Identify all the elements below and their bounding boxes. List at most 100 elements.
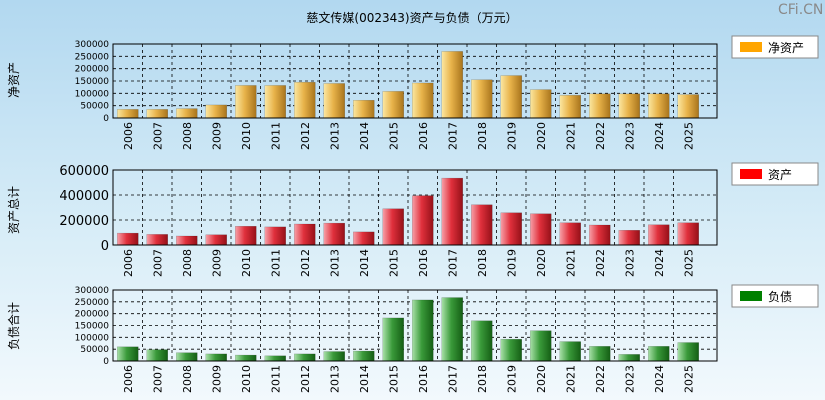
x-tick-label: 2011 (269, 249, 282, 277)
bar-2009 (205, 234, 227, 246)
total-assets-panel: 600000 400000 200000 0 2006 2007 2008 2009 2010 2… (7, 162, 819, 277)
x-tick-label: 2009 (210, 249, 223, 277)
x-tick-label: 2023 (623, 122, 636, 150)
bar-2013 (323, 83, 345, 119)
plot-frame (112, 43, 718, 119)
bar-2015 (382, 317, 404, 362)
x-tick-label: 2009 (210, 122, 223, 150)
bar-2012 (294, 81, 316, 119)
x-tick-label: 2017 (446, 122, 459, 150)
bar-2012 (294, 223, 316, 246)
x-tick-label: 2025 (682, 122, 695, 150)
bar-2015 (382, 91, 404, 119)
x-tick-label: 2021 (564, 122, 577, 150)
bar-2024 (648, 93, 670, 119)
x-tick-label: 2010 (240, 122, 253, 150)
y-axis-label: 负债合计 (6, 302, 21, 350)
x-tick-label: 2011 (269, 122, 282, 150)
bar-2008 (176, 235, 198, 246)
x-tick-label: 2018 (476, 122, 489, 150)
bar-2016 (412, 82, 434, 119)
bar-2025 (677, 342, 699, 362)
bar-2019 (500, 212, 522, 246)
legend-label: 负债 (768, 290, 792, 304)
x-tick-label: 2012 (299, 249, 312, 277)
legend-swatch (740, 169, 762, 179)
x-tick-label: 2022 (594, 249, 607, 277)
y-tick-label: 600000 (59, 164, 109, 179)
y-tick-label: 400000 (59, 189, 109, 204)
bar-2024 (648, 224, 670, 246)
y-tick-label: 200000 (75, 310, 110, 320)
x-tick-label: 2022 (594, 122, 607, 150)
bar-2017 (441, 51, 463, 119)
x-tick-label: 2007 (151, 365, 164, 393)
x-tick-label: 2023 (623, 365, 636, 393)
y-tick-label: 300000 (75, 286, 110, 296)
bar-2020 (530, 213, 552, 246)
bar-2014 (353, 350, 375, 362)
bar-2023 (618, 354, 640, 362)
x-tick-label: 2008 (181, 122, 194, 150)
x-tick-label: 2010 (240, 365, 253, 393)
x-tick-label: 2020 (535, 365, 548, 393)
legend-label: 资产 (768, 168, 792, 182)
bar-2025 (677, 94, 699, 119)
bar-2006 (117, 232, 139, 246)
plot-frame (112, 169, 718, 246)
bar-2022 (589, 93, 611, 119)
bar-2020 (530, 330, 552, 362)
x-tick-label: 2017 (446, 249, 459, 277)
x-tick-label: 2006 (122, 365, 135, 393)
x-tick-label: 2014 (358, 249, 371, 277)
legend-box (731, 162, 819, 186)
bar-2023 (618, 230, 640, 246)
y-tick-label: 150000 (75, 77, 110, 87)
bar-2009 (205, 353, 227, 362)
legend-box (731, 284, 819, 308)
x-tick-label: 2018 (476, 365, 489, 393)
x-tick-label: 2024 (653, 365, 666, 393)
x-tick-label: 2015 (387, 249, 400, 277)
y-tick-label: 50000 (80, 102, 109, 112)
bar-2017 (441, 177, 463, 246)
x-tick-label: 2025 (682, 249, 695, 277)
bar-2024 (648, 346, 670, 362)
y-tick-label: 100000 (75, 89, 110, 99)
x-tick-label: 2025 (682, 365, 695, 393)
bar-2022 (589, 224, 611, 246)
x-tick-label: 2019 (505, 249, 518, 277)
y-axis-label: 资产总计 (7, 186, 21, 234)
watermark: CFi.CN (778, 2, 823, 18)
bar-2021 (559, 95, 581, 119)
x-tick-label: 2012 (299, 122, 312, 150)
x-tick-label: 2014 (358, 122, 371, 150)
bar-2018 (471, 79, 493, 119)
bar-2011 (264, 355, 286, 362)
x-tick-label: 2006 (122, 249, 135, 277)
x-tick-label: 2009 (210, 365, 223, 393)
bar-2019 (500, 338, 522, 362)
page-title: 慈文传媒(002343)资产与负债（万元） (306, 10, 517, 25)
bar-2025 (677, 222, 699, 246)
bar-2021 (559, 222, 581, 246)
x-tick-label: 2019 (505, 122, 518, 150)
x-tick-label: 2006 (122, 122, 135, 150)
y-tick-label: 0 (103, 114, 109, 124)
bar-2018 (471, 320, 493, 362)
y-axis-label: 净资产 (7, 62, 21, 98)
x-tick-label: 2007 (151, 249, 164, 277)
bar-2021 (559, 341, 581, 362)
bar-2018 (471, 204, 493, 246)
bar-2007 (146, 349, 168, 362)
x-tick-label: 2011 (269, 365, 282, 393)
x-tick-label: 2013 (328, 365, 341, 393)
x-tick-label: 2024 (653, 122, 666, 150)
legend-swatch (740, 291, 762, 301)
bar-2008 (176, 108, 198, 119)
bar-2010 (235, 85, 257, 119)
y-tick-label: 50000 (80, 345, 109, 355)
bar-2022 (589, 346, 611, 362)
